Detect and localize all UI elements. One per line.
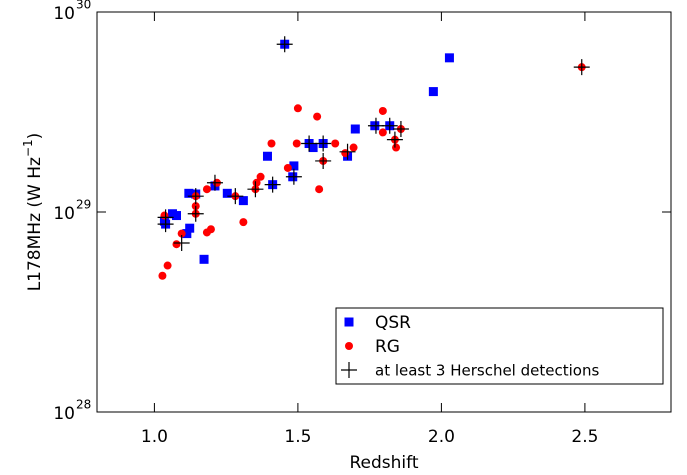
herschel-point <box>339 143 356 160</box>
rg-point <box>160 211 169 220</box>
rg-point <box>378 128 387 137</box>
rg-point <box>256 172 265 181</box>
herschel-point <box>367 117 384 134</box>
y-axis-label-sup: −1 <box>21 139 35 157</box>
qsr-point <box>171 211 181 221</box>
rg-point <box>315 185 324 194</box>
rg-point <box>293 104 302 113</box>
rg-point <box>313 112 322 121</box>
legend-box <box>335 307 664 385</box>
rg-point <box>331 139 340 148</box>
y-tick-exponent: 30 <box>76 0 91 12</box>
qsr-point <box>444 53 454 63</box>
y-axis-label-text: L178MHz (W Hz <box>25 157 45 291</box>
rg-point <box>177 229 186 238</box>
herschel-point <box>247 181 264 198</box>
legend-label: QSR <box>375 313 411 333</box>
x-tick-label: 1.0 <box>141 427 168 447</box>
legend-marker <box>341 362 357 378</box>
herschel-point <box>227 188 244 205</box>
herschel-point <box>392 121 409 138</box>
herschel-point <box>173 234 190 251</box>
rg-point <box>202 185 211 194</box>
qsr-point <box>222 188 232 198</box>
x-tick-label: 1.5 <box>284 427 311 447</box>
rg-point <box>172 240 181 249</box>
herschel-point <box>386 131 403 148</box>
rg-point <box>392 143 401 152</box>
qsr-point <box>185 223 195 233</box>
rg-point <box>252 178 261 187</box>
herschel-point <box>573 59 590 76</box>
x-tick-label: 2.0 <box>428 427 455 447</box>
rg-point <box>292 139 301 148</box>
qsr-point <box>238 196 248 206</box>
qsr-point <box>184 188 194 198</box>
rg-point <box>349 143 358 152</box>
herschel-point <box>276 36 293 53</box>
y-tick-label: 10 <box>53 4 75 24</box>
herschel-point <box>301 135 318 152</box>
y-axis-label-tail: ) <box>25 133 45 140</box>
herschel-point <box>315 135 332 152</box>
y-tick-label: 10 <box>53 204 75 224</box>
rg-point <box>239 218 248 227</box>
rg-point <box>378 106 387 115</box>
rg-point <box>163 261 172 270</box>
legend-label: RG <box>375 337 400 357</box>
qsr-point <box>428 87 438 97</box>
qsr-point <box>182 229 192 239</box>
herschel-point <box>381 117 398 134</box>
x-tick-label: 2.5 <box>571 427 598 447</box>
y-tick-exponent: 28 <box>76 398 91 412</box>
rg-point <box>267 139 276 148</box>
rg-point <box>283 163 292 172</box>
rg-point <box>158 271 167 280</box>
qsr-point <box>289 161 299 171</box>
herschel-point <box>206 174 223 191</box>
herschel-point <box>187 188 204 205</box>
qsr-point <box>262 151 272 161</box>
herschel-point <box>157 216 174 233</box>
qsr-point <box>308 143 318 153</box>
y-axis-label: L178MHz (W Hz−1) <box>21 133 46 292</box>
x-axis-label: Redshift <box>349 453 418 473</box>
rg-point <box>202 228 211 237</box>
herschel-point <box>285 168 302 185</box>
y-tick-exponent: 29 <box>76 198 91 212</box>
herschel-point <box>187 205 204 222</box>
herschel-point <box>315 152 332 169</box>
legend-marker <box>345 342 353 350</box>
legend-label: at least 3 Herschel detections <box>375 362 599 380</box>
y-tick-label: 10 <box>53 404 75 424</box>
legend-marker <box>344 317 354 327</box>
qsr-point <box>199 254 209 264</box>
qsr-point <box>350 124 360 134</box>
herschel-point <box>264 176 281 193</box>
